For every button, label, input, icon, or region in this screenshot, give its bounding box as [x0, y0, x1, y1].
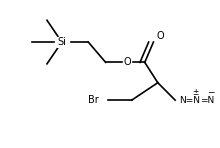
Text: ±: ± [192, 88, 199, 97]
Text: Br: Br [88, 95, 99, 105]
Text: O: O [156, 31, 164, 41]
Text: N=N: N=N [180, 96, 200, 105]
Text: =N: =N [200, 96, 214, 105]
Text: −: − [207, 88, 215, 97]
Text: O: O [124, 57, 131, 67]
Text: Si: Si [58, 37, 67, 47]
